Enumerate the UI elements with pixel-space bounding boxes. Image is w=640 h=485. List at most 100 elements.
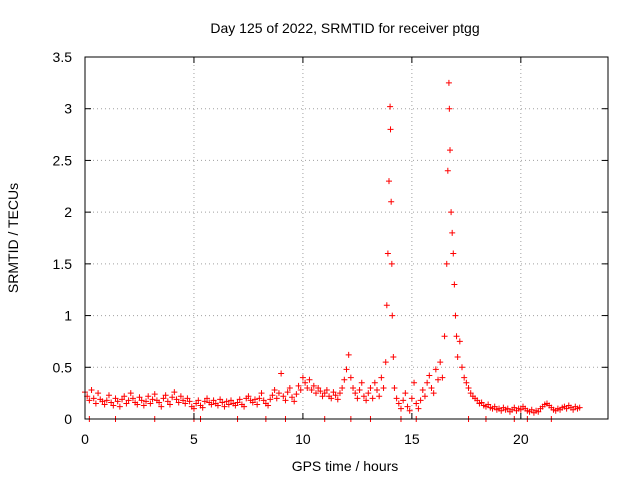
data-point: [315, 384, 322, 391]
data-point: [380, 384, 387, 391]
data-point: [127, 390, 134, 397]
data-point: [225, 401, 232, 408]
data-point: [116, 403, 123, 410]
data-point: [354, 395, 361, 402]
data-point: [193, 400, 200, 407]
data-point: [129, 395, 136, 402]
data-point: [446, 105, 453, 112]
data-point: [291, 398, 298, 405]
data-points: [82, 79, 583, 422]
data-point: [308, 387, 315, 394]
data-point: [214, 402, 221, 409]
data-point: [391, 384, 398, 391]
data-point: [234, 399, 241, 406]
y-tick-label: 1.5: [53, 256, 73, 272]
data-point: [387, 103, 394, 110]
data-point: [388, 260, 395, 267]
data-point: [328, 395, 335, 402]
data-point: [428, 384, 435, 391]
data-point: [110, 402, 117, 409]
data-point: [371, 379, 378, 386]
data-point: [306, 376, 313, 383]
data-point: [334, 396, 341, 403]
data-point: [415, 405, 422, 412]
data-point: [465, 384, 472, 391]
data-point: [101, 401, 108, 408]
data-point: [352, 390, 359, 397]
data-point: [424, 379, 431, 386]
data-point: [156, 399, 163, 406]
data-point: [576, 404, 583, 411]
data-point: [280, 393, 287, 400]
data-point: [228, 397, 235, 404]
data-point: [90, 395, 97, 402]
data-point: [241, 403, 248, 410]
data-point: [367, 384, 374, 391]
data-point: [454, 353, 461, 360]
x-axis-label: GPS time / hours: [292, 458, 399, 474]
data-point: [180, 397, 187, 404]
data-point: [269, 392, 276, 399]
data-point: [164, 398, 171, 405]
data-point: [413, 400, 420, 407]
data-point: [402, 390, 409, 397]
data-point: [289, 394, 296, 401]
data-point: [114, 398, 121, 405]
data-point: [360, 393, 367, 400]
data-point: [384, 250, 391, 257]
data-point: [134, 401, 141, 408]
data-point: [105, 392, 112, 399]
data-point: [441, 333, 448, 340]
data-point: [390, 353, 397, 360]
data-point: [447, 147, 454, 154]
y-tick-label: 2.5: [53, 152, 73, 168]
data-point: [406, 407, 413, 414]
data-point: [528, 406, 535, 413]
data-point: [199, 404, 206, 411]
data-point: [448, 209, 455, 216]
data-point: [535, 408, 542, 415]
data-point: [332, 392, 339, 399]
data-point: [219, 399, 226, 406]
data-point: [151, 391, 158, 398]
data-point: [347, 374, 354, 381]
x-tick-label: 20: [513, 431, 529, 447]
x-tick-label: 5: [190, 431, 198, 447]
data-point: [284, 389, 291, 396]
data-point: [378, 374, 385, 381]
data-point: [171, 389, 178, 396]
data-point: [363, 397, 370, 404]
data-point: [456, 338, 463, 345]
data-point: [312, 390, 319, 397]
data-point: [374, 387, 381, 394]
data-point: [491, 403, 498, 410]
data-point: [356, 387, 363, 394]
data-point: [162, 392, 169, 399]
data-point: [511, 404, 518, 411]
data-point: [304, 384, 311, 391]
data-point: [498, 407, 505, 414]
data-point: [123, 400, 130, 407]
data-point: [369, 395, 376, 402]
data-point: [474, 397, 481, 404]
data-point: [504, 405, 511, 412]
x-tick-label: 0: [81, 431, 89, 447]
data-point: [143, 398, 150, 405]
data-point: [358, 379, 365, 386]
data-point: [432, 366, 439, 373]
data-point: [478, 399, 485, 406]
axis-ticks: 0 0.5 1 1.5 2 2.5 3 3.5 0 5 10 15 20: [53, 49, 608, 447]
data-point: [389, 312, 396, 319]
y-tick-label: 1: [64, 308, 72, 324]
data-point: [158, 403, 165, 410]
chart-title: Day 125 of 2022, SRMTID for receiver ptg…: [210, 20, 479, 36]
data-point: [336, 390, 343, 397]
data-point: [330, 389, 337, 396]
data-point: [323, 387, 330, 394]
data-point: [395, 400, 402, 407]
data-point: [125, 397, 132, 404]
data-point: [88, 387, 95, 394]
data-point: [138, 397, 145, 404]
data-point: [517, 406, 524, 413]
